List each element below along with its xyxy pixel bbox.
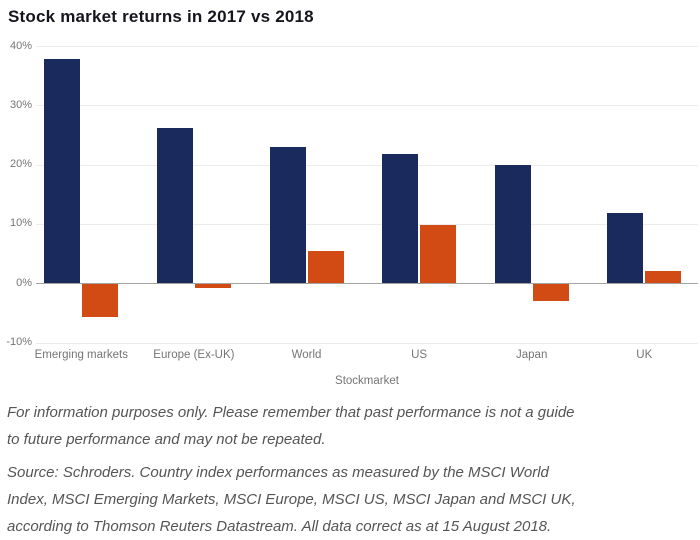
gridline-20 xyxy=(36,164,698,166)
bar-2017-world xyxy=(269,146,306,284)
x-tick-uk: UK xyxy=(636,349,653,361)
bar-2017-emerging-markets xyxy=(44,59,81,284)
y-tick-10: 10% xyxy=(9,217,32,230)
gridline-30 xyxy=(36,105,698,107)
gridline-10 xyxy=(36,223,698,225)
x-tick-japan: Japan xyxy=(516,349,548,361)
bar-2018-europe-ex-uk xyxy=(194,284,231,289)
y-tick-30: 30% xyxy=(9,98,32,111)
x-axis-title: Stockmarket xyxy=(335,375,399,387)
x-tick-us: US xyxy=(411,349,428,361)
chart-title: Stock market returns in 2017 vs 2018 xyxy=(8,7,314,26)
bar-2018-emerging-markets xyxy=(82,284,119,317)
y-tick-0: 0% xyxy=(16,276,32,289)
y-tick-40: 40% xyxy=(9,39,32,52)
x-tick-europe-ex-uk: Europe (Ex-UK) xyxy=(153,349,235,361)
gridline--10 xyxy=(36,342,698,344)
bar-2018-world xyxy=(307,250,344,284)
bar-2018-us xyxy=(420,225,457,284)
zero-axis-line xyxy=(36,283,698,285)
bar-chart: Stockmarket 40% 30% 20% 10% 0% -10% Emerging m… xyxy=(6,39,698,387)
x-tick-emerging-markets: Emerging markets xyxy=(34,349,128,361)
bar-2017-europe-ex-uk xyxy=(156,127,193,284)
y-tick-20: 20% xyxy=(9,158,32,171)
x-tick-world: World xyxy=(291,349,322,361)
y-tick--10: -10% xyxy=(6,336,32,348)
bar-2018-uk xyxy=(645,271,682,284)
bar-2018-japan xyxy=(532,284,569,301)
chart-card: Stock market returns in 2017 vs 2018 Sto… xyxy=(6,7,698,535)
source-text: Source: Schroders. Country index perform… xyxy=(7,464,576,535)
gridline-40 xyxy=(36,46,698,47)
bar-2017-japan xyxy=(494,164,531,284)
disclaimer-text: For information purposes only. Please re… xyxy=(7,404,575,448)
bar-2017-us xyxy=(382,153,419,284)
bar-2017-uk xyxy=(607,213,644,284)
